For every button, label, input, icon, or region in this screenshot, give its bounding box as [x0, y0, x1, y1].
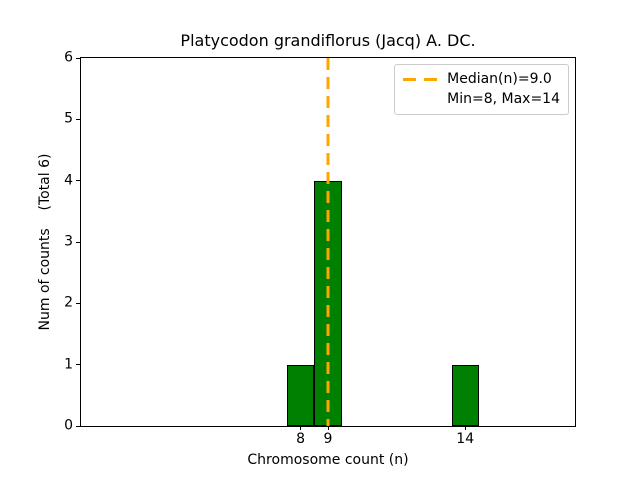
y-tick-label-6: 6 [64, 49, 73, 66]
plot-area: 8 9 14 0 1 2 3 4 5 6 Median(n)=9.0 Min=8, Max=14 [64, 51, 576, 446]
x-tick-14 [464, 426, 466, 430]
y-tick-label-2: 2 [64, 295, 73, 312]
y-tick-label-5: 5 [64, 111, 73, 128]
y-tick-3 [76, 241, 80, 243]
x-axis-ticks: 8 9 14 [81, 58, 575, 446]
y-tick-label-0: 0 [64, 417, 73, 434]
legend-label: Min=8, Max=14 [447, 91, 560, 107]
y-tick-1 [76, 364, 80, 366]
x-tick-label-8: 8 [296, 431, 306, 447]
dashed-line-icon [403, 78, 438, 81]
x-tick-label-14: 14 [456, 431, 475, 447]
y-tick-6 [76, 57, 80, 59]
y-tick-label-4: 4 [64, 172, 73, 189]
x-tick-label-9: 9 [323, 431, 333, 447]
median-line [326, 58, 330, 426]
x-axis-label: Chromosome count (n) [247, 452, 409, 468]
y-tick-5 [76, 118, 80, 120]
x-tick-9 [327, 426, 329, 430]
y-tick-2 [76, 302, 80, 304]
y-tick-label-3: 3 [64, 233, 73, 250]
legend: Median(n)=9.0 Min=8, Max=14 [394, 64, 569, 115]
histogram-bar-8 [286, 364, 315, 426]
legend-entry-0: Median(n)=9.0 [403, 71, 560, 88]
legend-marker-spacer [403, 98, 437, 101]
histogram-bar-14 [451, 364, 479, 426]
legend-label: Median(n)=9.0 [447, 71, 552, 87]
x-tick-8 [300, 426, 302, 430]
y-tick-label-1: 1 [64, 356, 73, 373]
legend-entry-1: Min=8, Max=14 [403, 91, 560, 108]
y-axis-ticks: 0 1 2 3 4 5 6 [64, 51, 575, 433]
y-tick-4 [76, 180, 80, 182]
y-tick-0 [76, 425, 80, 427]
chart-title: Platycodon grandiflorus (Jacq) A. DC. [180, 31, 476, 50]
